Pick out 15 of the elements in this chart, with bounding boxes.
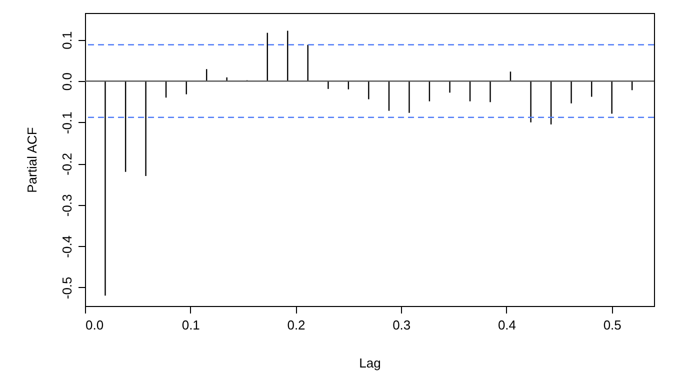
x-tick-label: 0.0	[86, 318, 104, 332]
x-tick-label: 0.1	[182, 318, 200, 332]
y-axis-title: Partial ACF	[24, 127, 40, 193]
y-tick-label: 0.1	[60, 31, 74, 50]
x-tick-label: 0.4	[498, 318, 516, 332]
y-tick-label: -0.5	[60, 276, 74, 300]
x-tick-label: 0.2	[287, 318, 306, 332]
y-tick-label: -0.2	[60, 152, 74, 176]
x-axis-title: Lag	[359, 356, 381, 370]
x-tick-label: 0.3	[392, 318, 411, 332]
y-tick-label: -0.3	[60, 194, 74, 217]
y-tick-label: -0.1	[60, 112, 74, 134]
y-tick-label: -0.4	[60, 235, 74, 258]
y-tick-label: 0.0	[60, 72, 74, 91]
x-tick-label: 0.5	[603, 318, 622, 332]
